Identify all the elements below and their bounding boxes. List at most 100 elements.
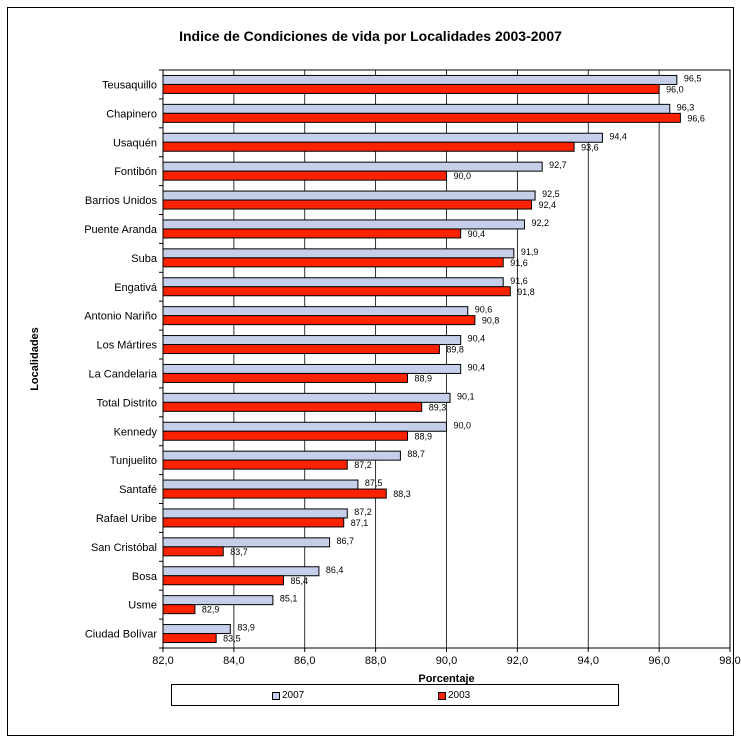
legend-item-2007: 2007 bbox=[272, 690, 304, 701]
bar-2003 bbox=[162, 604, 196, 615]
bar-2003 bbox=[162, 228, 462, 239]
bar-2003 bbox=[162, 488, 387, 499]
bar-2003 bbox=[162, 372, 409, 383]
bar-2007 bbox=[162, 277, 504, 288]
data-label-2003: 88,9 bbox=[415, 431, 433, 441]
bar-2007 bbox=[162, 624, 231, 635]
data-label-2007: 91,9 bbox=[521, 247, 539, 257]
x-tick-label: 88,0 bbox=[365, 655, 386, 667]
category-label: Ciudad Bolívar bbox=[85, 629, 157, 641]
bar-2007 bbox=[162, 566, 320, 577]
bar-2003 bbox=[162, 199, 533, 210]
data-label-2007: 91,6 bbox=[510, 276, 528, 286]
legend-item-2003: 2003 bbox=[438, 690, 470, 701]
bar-2003 bbox=[162, 546, 224, 557]
category-label: Rafael Uribe bbox=[96, 513, 157, 525]
bar-2003 bbox=[162, 315, 476, 326]
bar-2007 bbox=[162, 132, 603, 143]
bar-2007 bbox=[162, 392, 451, 403]
category-label: Chapinero bbox=[106, 108, 157, 120]
legend-swatch-2007 bbox=[272, 691, 280, 700]
data-label-2003: 82,9 bbox=[202, 605, 220, 615]
data-label-2007: 90,6 bbox=[475, 305, 493, 315]
category-label: Kennedy bbox=[114, 426, 158, 438]
data-label-2007: 96,5 bbox=[684, 73, 702, 83]
category-label: Suba bbox=[131, 253, 158, 265]
chart-frame bbox=[7, 7, 734, 736]
category-label: San Cristóbal bbox=[91, 542, 157, 554]
bar-2007 bbox=[162, 508, 348, 519]
x-tick-label: 86,0 bbox=[294, 655, 315, 667]
bar-2003 bbox=[162, 257, 504, 268]
category-label: Barrios Unidos bbox=[85, 195, 158, 207]
bar-2003 bbox=[162, 112, 681, 123]
bar-2007 bbox=[162, 537, 331, 548]
category-label: Santafé bbox=[119, 484, 157, 496]
bar-2003 bbox=[162, 459, 348, 470]
bar-2003 bbox=[162, 430, 409, 441]
bar-2007 bbox=[162, 74, 678, 85]
data-label-2007: 92,7 bbox=[549, 160, 567, 170]
bar-2007 bbox=[162, 421, 447, 432]
data-label-2003: 92,4 bbox=[539, 200, 557, 210]
x-tick-label: 98,0 bbox=[719, 655, 740, 667]
category-label: La Candelaria bbox=[89, 368, 158, 380]
bar-2007 bbox=[162, 479, 359, 490]
data-label-2007: 90,4 bbox=[468, 334, 486, 344]
bar-2003 bbox=[162, 401, 423, 412]
bar-2003 bbox=[162, 575, 284, 586]
bar-2007 bbox=[162, 161, 543, 172]
bar-2003 bbox=[162, 286, 511, 297]
data-label-2007: 87,2 bbox=[354, 507, 372, 517]
category-label: Usaquén bbox=[113, 137, 157, 149]
bar-2007 bbox=[162, 450, 401, 461]
bar-2003 bbox=[162, 170, 447, 181]
data-label-2003: 91,8 bbox=[517, 287, 535, 297]
data-label-2007: 87,5 bbox=[365, 478, 383, 488]
data-label-2007: 90,0 bbox=[454, 420, 472, 430]
legend: 2007 2003 bbox=[171, 684, 619, 706]
data-label-2003: 83,7 bbox=[230, 547, 248, 557]
legend-label-2003: 2003 bbox=[448, 690, 471, 701]
category-label: Fontibón bbox=[114, 166, 157, 178]
data-label-2007: 86,4 bbox=[326, 565, 344, 575]
bar-2007 bbox=[162, 190, 536, 201]
bar-2007 bbox=[162, 595, 274, 606]
data-label-2003: 89,3 bbox=[429, 402, 447, 412]
category-label: Los Mártires bbox=[96, 340, 157, 352]
chart-title: Indice de Condiciones de vida por Locali… bbox=[179, 28, 562, 44]
bar-2007 bbox=[162, 219, 525, 230]
data-label-2003: 96,6 bbox=[687, 113, 705, 123]
bar-2003 bbox=[162, 141, 575, 152]
data-label-2003: 88,9 bbox=[415, 373, 433, 383]
data-label-2003: 93,6 bbox=[581, 142, 599, 152]
data-label-2003: 83,5 bbox=[223, 634, 241, 644]
legend-swatch-2003 bbox=[438, 691, 446, 700]
x-tick-label: 84,0 bbox=[223, 655, 244, 667]
data-label-2003: 87,1 bbox=[351, 518, 369, 528]
bar-2007 bbox=[162, 248, 515, 259]
x-tick-label: 96,0 bbox=[648, 655, 669, 667]
data-label-2007: 92,5 bbox=[542, 189, 560, 199]
category-label: Usme bbox=[128, 600, 157, 612]
data-label-2007: 83,9 bbox=[237, 623, 255, 633]
y-axis-title: Localidades bbox=[29, 327, 41, 391]
bar-2007 bbox=[162, 363, 462, 374]
data-label-2003: 89,8 bbox=[446, 345, 464, 355]
bar-2003 bbox=[162, 344, 440, 355]
bar-2003 bbox=[162, 83, 660, 94]
category-label: Antonio Nariño bbox=[84, 311, 157, 323]
category-label: Tunjuelito bbox=[110, 455, 157, 467]
data-label-2007: 90,1 bbox=[457, 391, 475, 401]
data-label-2007: 85,1 bbox=[280, 594, 298, 604]
data-label-2007: 92,2 bbox=[531, 218, 549, 228]
legend-label-2007: 2007 bbox=[282, 690, 305, 701]
data-label-2003: 90,0 bbox=[454, 171, 472, 181]
data-label-2007: 96,3 bbox=[677, 102, 695, 112]
category-label: Puente Aranda bbox=[84, 224, 158, 236]
data-label-2003: 87,2 bbox=[354, 460, 372, 470]
bar-2003 bbox=[162, 517, 345, 528]
x-tick-label: 82,0 bbox=[152, 655, 173, 667]
data-label-2003: 90,4 bbox=[468, 229, 486, 239]
